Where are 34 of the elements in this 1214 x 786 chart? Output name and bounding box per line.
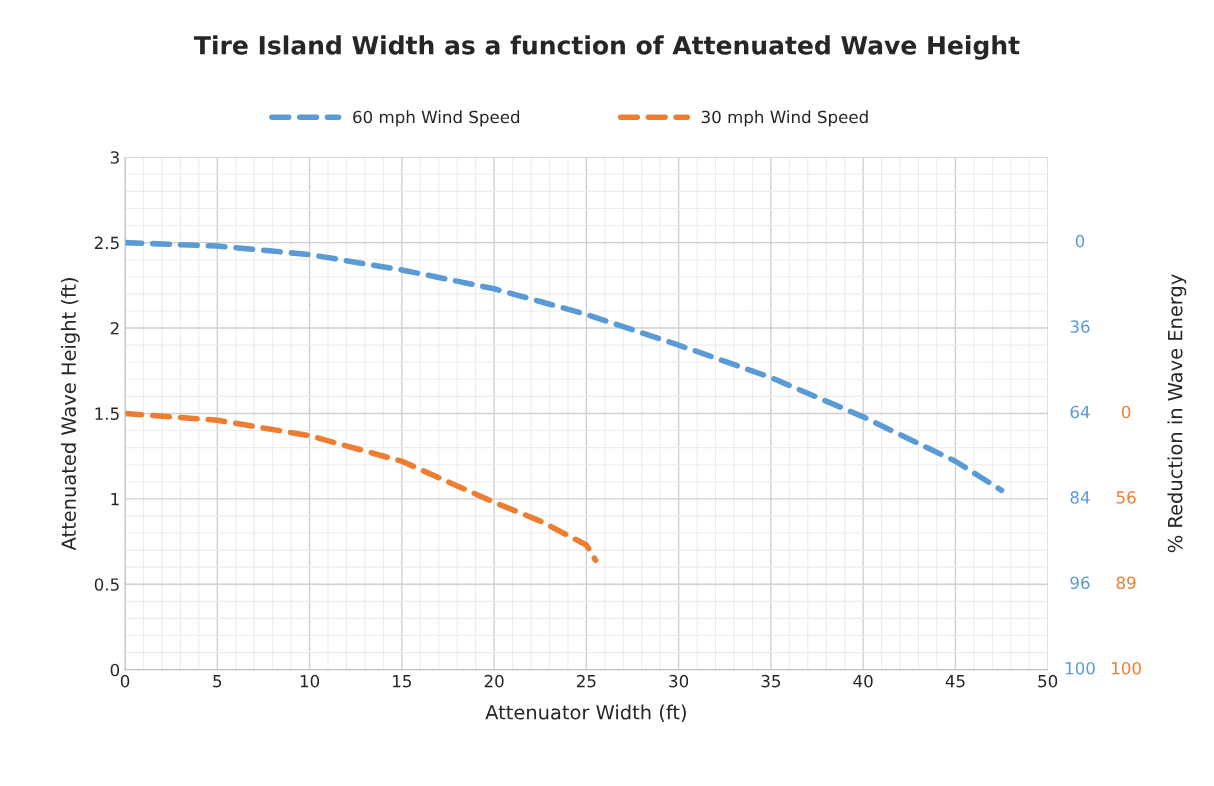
y-tick-label: 1.5	[95, 407, 119, 421]
text: 100	[1065, 661, 1095, 675]
y-tick-label: 1	[111, 493, 119, 506]
legend-label: 60 mph Wind Speed	[353, 110, 520, 127]
x-tick-label: 20	[484, 674, 504, 688]
x-tick-label: 45	[945, 675, 965, 688]
text: 36	[1070, 320, 1090, 333]
text: 64	[1070, 405, 1090, 419]
y-tick-label: 2	[110, 321, 119, 335]
text: 0	[1121, 405, 1131, 419]
text: 56	[1116, 491, 1136, 504]
y-tick-label: 3	[110, 151, 119, 164]
text: 84	[1070, 491, 1090, 504]
x-tick-label: 25	[576, 674, 596, 688]
y-tick-label: 2.5	[94, 236, 119, 250]
text: 0	[1075, 234, 1085, 248]
x-tick-label: 15	[393, 675, 411, 688]
chart-title: Tire Island Width as a function of Attenuated Wave Height	[194, 35, 1020, 60]
legend-label: 30 mph Wind Speed	[701, 110, 868, 127]
x-tick-label: 0	[120, 674, 130, 688]
text: 89	[1116, 576, 1136, 590]
x-tick-label: 10	[300, 674, 320, 688]
x-tick-label: 40	[853, 674, 873, 688]
x-tick-label: 35	[761, 674, 781, 688]
x-tick-label: 5	[213, 675, 222, 688]
y-tick-label: 0.5	[94, 578, 119, 591]
x-tick-label: 30	[669, 674, 689, 688]
y-axis-title: Attenuated Wave Height (ft)	[60, 278, 80, 551]
text: 96	[1070, 576, 1090, 590]
text: % Reduction in Wave Energy	[1167, 274, 1187, 553]
x-axis-title: Attenuator Width (ft)	[485, 704, 686, 722]
x-tick-label: 50	[1038, 674, 1058, 688]
y-tick-label: 0	[110, 663, 120, 677]
text: 100	[1112, 661, 1141, 675]
